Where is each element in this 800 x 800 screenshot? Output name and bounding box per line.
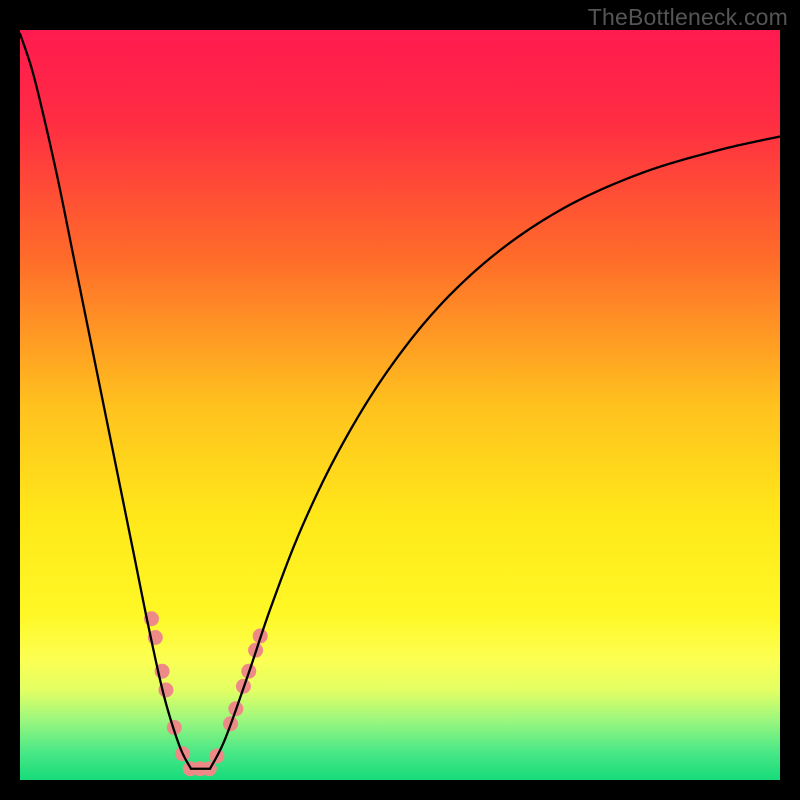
gradient-background	[20, 30, 780, 780]
watermark-text: TheBottleneck.com	[588, 4, 788, 31]
chart-frame: TheBottleneck.com	[0, 0, 800, 800]
bottleneck-curve-plot	[20, 30, 780, 780]
